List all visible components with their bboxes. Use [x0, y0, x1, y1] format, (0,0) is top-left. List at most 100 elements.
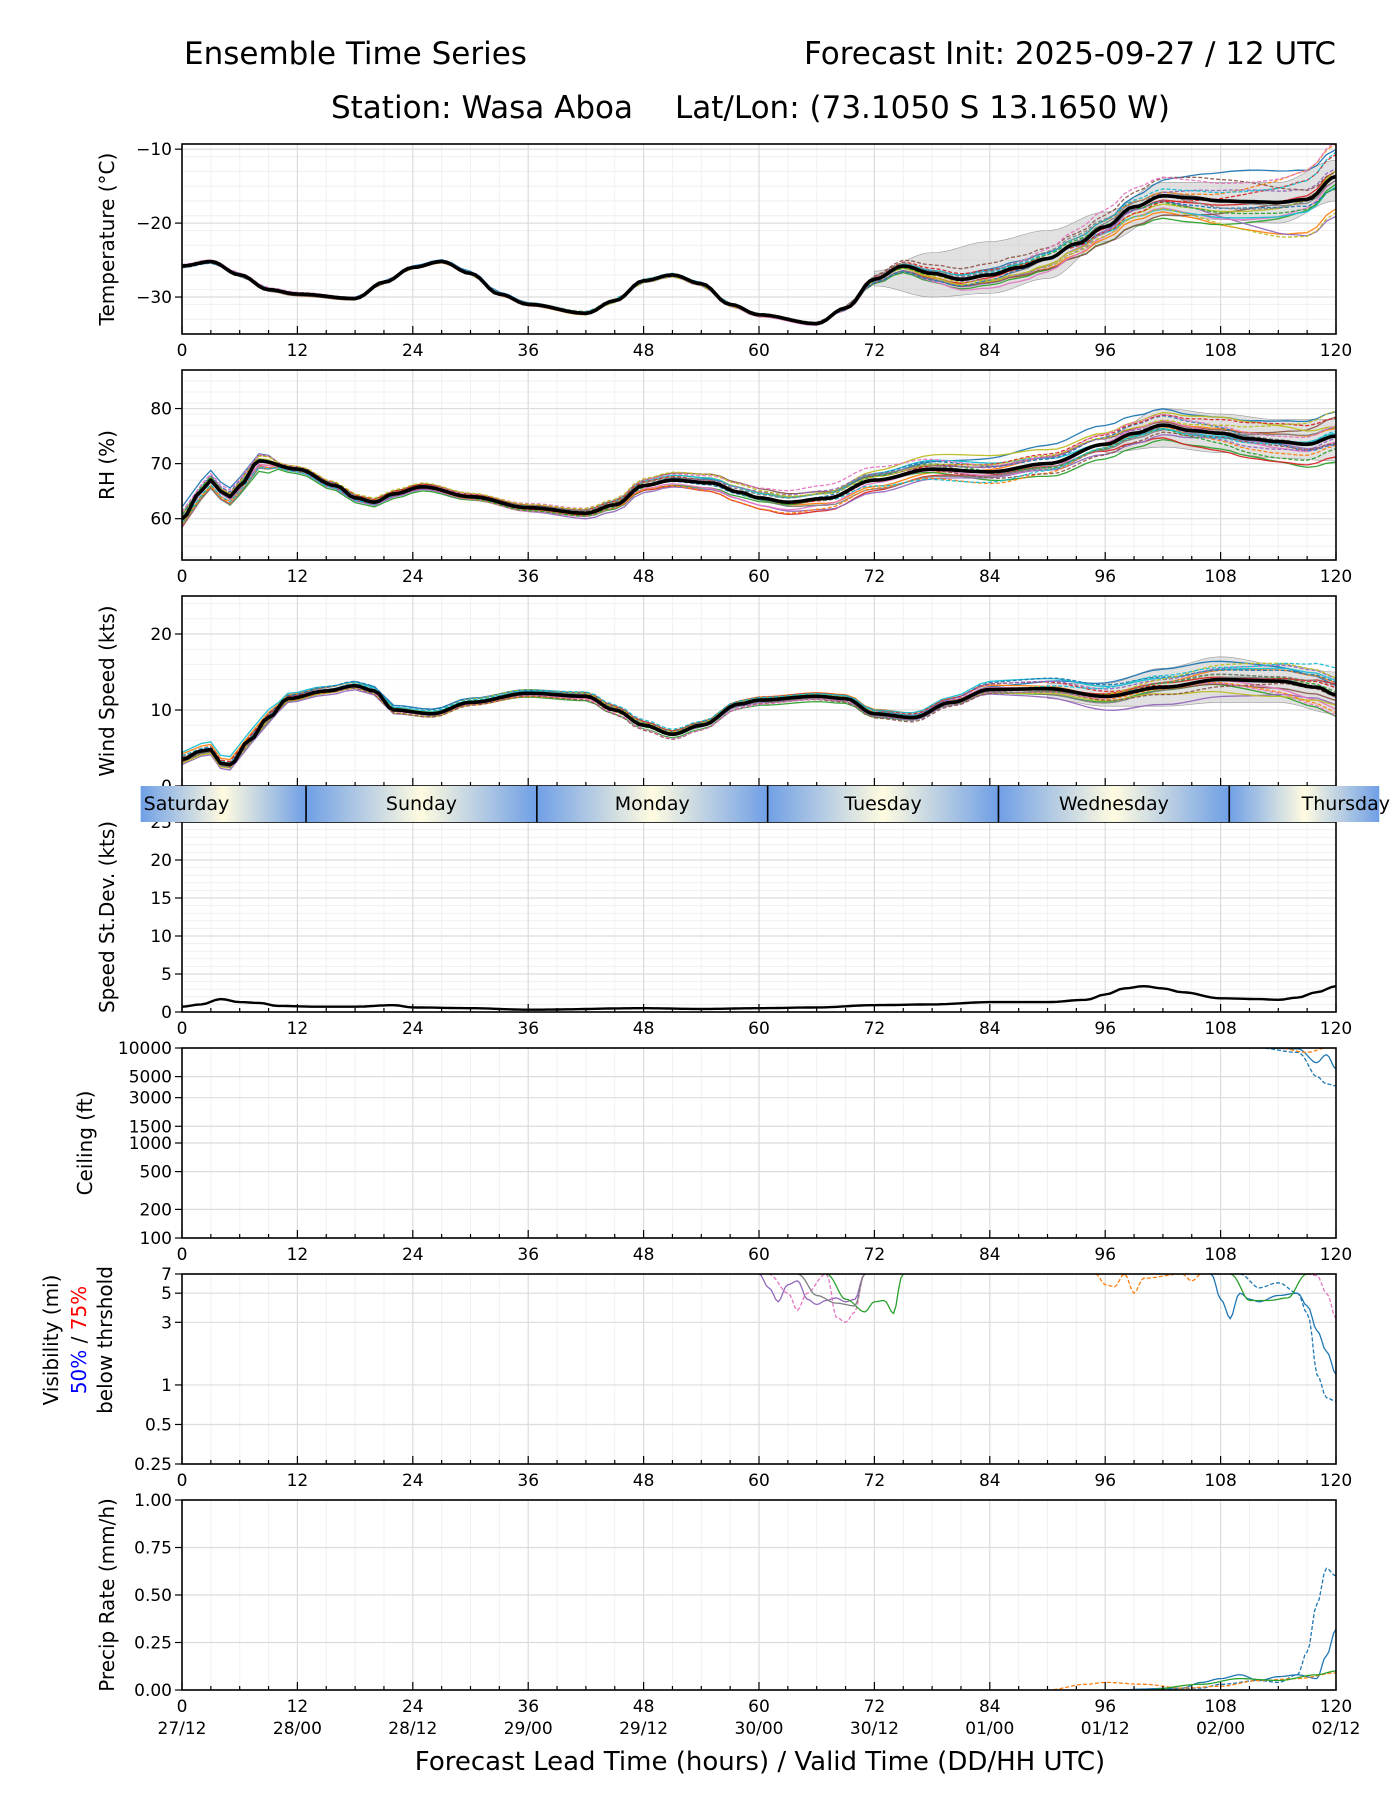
precip-member-blue — [1105, 1628, 1336, 1690]
ceiling-xtick-label: 12 — [287, 1245, 309, 1265]
vis-ytick-label: 3 — [161, 1313, 172, 1333]
precip-xtick-label: 108 — [1204, 1697, 1236, 1717]
temp-xtick-label: 108 — [1204, 341, 1236, 361]
rh-panel: 60 70 80 RH (%) 0 12 24 36 48 60 72 84 96 108 120 — [95, 369, 1352, 587]
vis-xtick-label: 84 — [979, 1471, 1001, 1491]
sdev-xtick-label: 0 — [177, 1019, 188, 1039]
rh-xtick-label: 96 — [1094, 567, 1116, 587]
vis-ylabel-line2: 50% / 75% — [67, 1286, 91, 1394]
chart-panels: −30 −20 −10 Temperature (°C) 0 12 24 36 48 60 72 84… — [73, 140, 1361, 1739]
precip-member-blue-dashed — [1143, 1567, 1336, 1690]
ceiling-xtick-label: 120 — [1320, 1245, 1352, 1265]
vis-xtick-label: 108 — [1204, 1471, 1236, 1491]
wspd-ytick-label: 20 — [150, 625, 172, 645]
rh-xtick-label: 48 — [633, 567, 655, 587]
vis-xtick-label: 60 — [748, 1471, 770, 1491]
day-label: Sunday — [386, 793, 457, 815]
vis-ylabel-line1: Visibility (mi) — [39, 1275, 63, 1406]
sdev-ytick-label: 20 — [150, 851, 172, 871]
vis-plot-area — [758, 1274, 1336, 1403]
vis-member-pink-dashed — [768, 1274, 866, 1324]
valid-time-label: 01/12 — [1081, 1719, 1130, 1739]
valid-time-label: 28/12 — [388, 1719, 437, 1739]
title-station: Station: Wasa Aboa — [331, 90, 633, 126]
valid-time-label: 02/12 — [1312, 1719, 1361, 1739]
precip-xtick-label: 12 — [287, 1697, 309, 1717]
ceiling-xtick-label: 60 — [748, 1245, 770, 1265]
precip-ytick-label: 1.00 — [134, 1491, 172, 1511]
vis-ylabel-50: 50% — [67, 1350, 91, 1394]
vis-member-green-2 — [1229, 1274, 1308, 1302]
day-band-segment — [998, 786, 1230, 822]
temp-panel: −30 −20 −10 Temperature (°C) 0 12 24 36 48 60 72 84… — [95, 140, 1352, 361]
title-left: Ensemble Time Series — [184, 36, 527, 72]
rh-ytick-label: 70 — [150, 455, 172, 475]
sdev-ylabel: Speed St.Dev. (kts) — [95, 821, 119, 1013]
rh-xtick-label: 12 — [287, 567, 309, 587]
vis-xtick-label: 24 — [402, 1471, 424, 1491]
precip-member-green — [1143, 1670, 1336, 1690]
temp-xtick-label: 48 — [633, 341, 655, 361]
temp-ytick-label: −10 — [136, 140, 172, 160]
vis-xtick-label: 72 — [864, 1471, 886, 1491]
temp-xtick-label: 12 — [287, 341, 309, 361]
valid-time-label: 28/00 — [273, 1719, 322, 1739]
precip-xtick-label: 0 — [177, 1697, 188, 1717]
precip-ytick-label: 0.25 — [134, 1634, 172, 1654]
ceiling-member-orange-dashed — [1278, 1048, 1336, 1053]
ceiling-ylabel: Ceiling (ft) — [73, 1091, 97, 1196]
ceiling-xtick-label: 48 — [633, 1245, 655, 1265]
temp-xtick-label: 24 — [402, 341, 424, 361]
valid-time-label: 29/12 — [619, 1719, 668, 1739]
wspd-ytick-label: 10 — [150, 701, 172, 721]
temp-ylabel: Temperature (°C) — [95, 153, 119, 327]
wspd-member-line — [182, 662, 1336, 765]
valid-time-label: 27/12 — [158, 1719, 207, 1739]
rh-xtick-label: 108 — [1204, 567, 1236, 587]
day-label: Thursday — [1301, 793, 1390, 815]
day-label: Monday — [615, 793, 690, 815]
day-band-segment — [140, 786, 307, 822]
valid-time-label: 30/00 — [735, 1719, 784, 1739]
precip-xtick-label: 72 — [864, 1697, 886, 1717]
rh-ytick-label: 60 — [150, 510, 172, 530]
sdev-xtick-label: 84 — [979, 1019, 1001, 1039]
precip-xtick-label: 120 — [1320, 1697, 1352, 1717]
vis-member-grey — [797, 1274, 866, 1307]
vis-member-blue-dashed — [1239, 1274, 1336, 1403]
vis-grid — [182, 1273, 1336, 1465]
temp-xtick-label: 120 — [1320, 341, 1352, 361]
day-band: Saturday Sunday Monday Tuesday Wednesday Thur… — [140, 786, 1390, 822]
ceiling-ytick-label: 3000 — [129, 1089, 172, 1109]
rh-ensemble-mean — [182, 423, 1336, 521]
title-init: Forecast Init: 2025-09-27 / 12 UTC — [804, 36, 1336, 72]
temp-ensemble-mean — [182, 174, 1336, 326]
ceiling-xtick-label: 84 — [979, 1245, 1001, 1265]
x-axis-label: Forecast Lead Time (hours) / Valid Time … — [415, 1747, 1105, 1777]
wspd-member-line — [182, 689, 1336, 771]
rh-xtick-label: 24 — [402, 567, 424, 587]
rh-xtick-label: 84 — [979, 567, 1001, 587]
rh-member-line — [182, 438, 1336, 525]
vis-member-blue — [1210, 1274, 1336, 1375]
vis-xtick-label: 0 — [177, 1471, 188, 1491]
precip-ylabel: Precip Rate (mm/h) — [95, 1498, 119, 1692]
ceiling-member-blue-dashed — [1259, 1048, 1336, 1087]
vis-member-green — [826, 1274, 904, 1315]
sdev-xtick-label: 120 — [1320, 1019, 1352, 1039]
valid-time-label: 30/12 — [850, 1719, 899, 1739]
ceiling-ytick-label: 200 — [140, 1200, 172, 1220]
ceiling-xtick-label: 0 — [177, 1245, 188, 1265]
sdev-grid — [182, 821, 1336, 1013]
precip-xtick-label: 48 — [633, 1697, 655, 1717]
vis-member-purple — [758, 1274, 866, 1306]
wspd-member-line — [182, 682, 1336, 767]
day-band-segment — [536, 786, 768, 822]
vis-ytick-label: 7 — [161, 1265, 172, 1285]
day-label: Saturday — [144, 793, 230, 815]
rh-xtick-label: 0 — [177, 567, 188, 587]
precip-xtick-label: 96 — [1094, 1697, 1116, 1717]
vis-member-pink-dashed-2 — [1307, 1274, 1336, 1319]
